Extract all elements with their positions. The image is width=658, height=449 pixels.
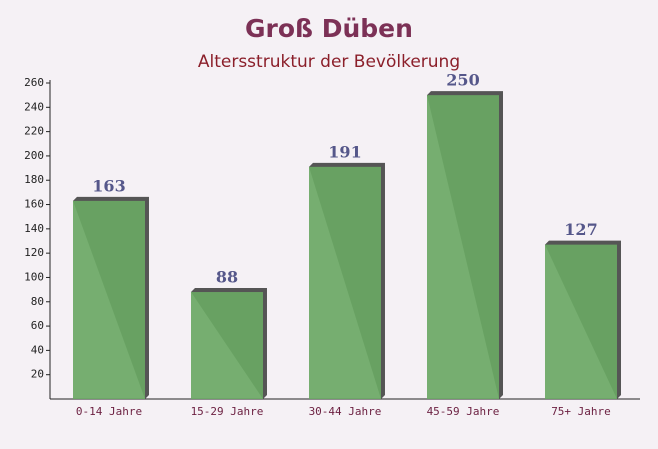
bar <box>427 95 499 400</box>
bar <box>309 166 381 399</box>
value-label: 250 <box>446 71 479 90</box>
bar <box>545 244 617 399</box>
y-tick-label: 80 <box>31 295 44 308</box>
value-label: 163 <box>92 176 125 195</box>
y-tick-label: 20 <box>31 368 44 381</box>
x-tick-label: 75+ Jahre <box>551 405 611 418</box>
y-tick-label: 60 <box>31 319 44 332</box>
value-label: 191 <box>328 142 361 161</box>
y-tick-label: 260 <box>24 76 44 89</box>
x-tick-label: 30-44 Jahre <box>309 405 382 418</box>
y-tick-label: 240 <box>24 100 44 113</box>
y-tick-label: 180 <box>24 173 44 186</box>
x-tick-label: 15-29 Jahre <box>191 405 264 418</box>
y-tick-label: 200 <box>24 149 44 162</box>
value-label: 88 <box>216 268 238 287</box>
x-tick-label: 0-14 Jahre <box>76 405 142 418</box>
x-tick-label: 45-59 Jahre <box>427 405 500 418</box>
y-tick-label: 100 <box>24 270 44 283</box>
y-tick-label: 220 <box>24 125 44 138</box>
value-label: 127 <box>564 220 597 239</box>
bar <box>73 200 145 399</box>
chart-title: Groß Düben <box>245 14 413 43</box>
y-tick-label: 40 <box>31 343 44 356</box>
y-tick-label: 160 <box>24 198 44 211</box>
bar <box>191 292 263 399</box>
chart-subtitle: Altersstruktur der Bevölkerung <box>198 52 460 72</box>
y-tick-label: 120 <box>24 246 44 259</box>
y-tick-label: 140 <box>24 222 44 235</box>
